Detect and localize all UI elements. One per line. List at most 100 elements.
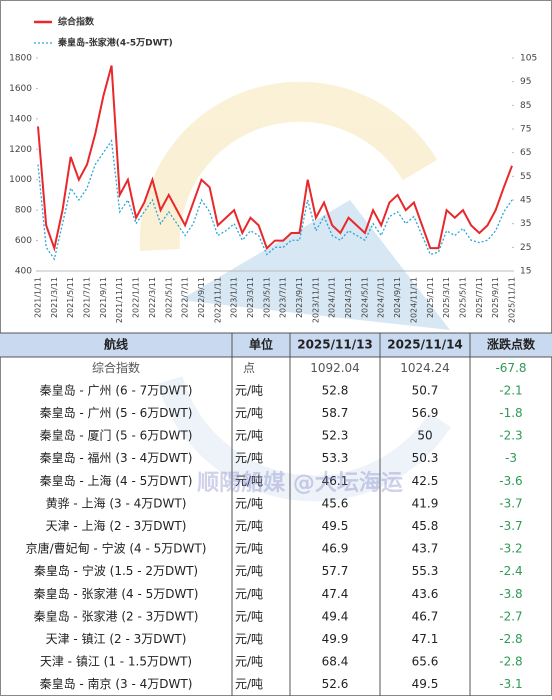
table-cell: 天津 - 镇江 (2 - 3万DWT)	[46, 632, 187, 646]
x-tick-label: 2021/7/11	[83, 277, 92, 318]
table-header: 2025/11/13	[297, 338, 373, 352]
table-cell: 50.7	[412, 383, 439, 397]
table-cell: -3.7	[499, 496, 522, 510]
table-cell: -2.4	[499, 564, 522, 578]
table-cell: 55.3	[412, 564, 439, 578]
x-tick-label: 2022/3/11	[148, 277, 157, 318]
table-cell: 47.4	[322, 587, 349, 601]
x-tick-label: 2022/7/11	[181, 277, 190, 318]
legend-label: 秦皇岛-张家港(4-5万DWT)	[57, 37, 173, 49]
table-cell: 秦皇岛 - 宁波 (1.5 - 2万DWT)	[34, 563, 198, 578]
table-cell: 元/吨	[235, 609, 263, 623]
y-tick-label: 1000	[9, 175, 32, 185]
table-cell: -2.8	[499, 655, 522, 669]
x-tick-label: 2021/1/11	[34, 277, 43, 318]
x-tick-label: 2025/5/11	[458, 277, 467, 318]
table-cell: 秦皇岛 - 广州 (5 - 6万DWT)	[40, 405, 193, 420]
x-tick-label: 2024/11/11	[409, 277, 418, 323]
y-tick-label: 1200	[9, 145, 32, 155]
table-cell: 1092.04	[310, 361, 360, 375]
y2-tick-label: 105	[520, 54, 537, 64]
table-cell: 元/吨	[235, 677, 263, 691]
table-cell: 秦皇岛 - 南京 (3 - 4万DWT)	[40, 676, 193, 691]
x-tick-label: 2023/5/11	[262, 277, 271, 318]
table-cell: 49.9	[322, 632, 349, 646]
table-cell: 49.5	[412, 677, 439, 691]
y2-tick-label: 15	[520, 267, 531, 277]
y2-tick-label: 65	[520, 148, 531, 158]
table-cell: 元/吨	[235, 383, 263, 397]
table-cell: 46.9	[322, 542, 349, 556]
y2-tick-label: 55	[520, 172, 531, 182]
table-cell: 45.6	[322, 496, 349, 510]
y2-tick-label: 25	[520, 243, 531, 253]
table-cell: 元/吨	[235, 406, 263, 420]
x-tick-label: 2025/11/11	[508, 277, 517, 323]
table-cell: 52.8	[322, 383, 349, 397]
table-cell: 京唐/曹妃甸 - 宁波 (4 - 5万DWT)	[26, 541, 207, 556]
x-tick-label: 2022/1/11	[132, 277, 141, 318]
watermark: 顺陽船媒 @大坛海运	[197, 470, 403, 496]
x-tick-label: 2024/5/11	[360, 277, 369, 318]
table-cell: 秦皇岛 - 厦门 (5 - 6万DWT)	[40, 428, 193, 443]
table-cell: -2.8	[499, 632, 522, 646]
x-tick-label: 2022/11/11	[213, 277, 222, 323]
table-cell: 天津 - 镇江 (1 - 1.5万DWT)	[40, 655, 192, 669]
table-header-bg	[0, 333, 552, 357]
x-tick-label: 2023/3/11	[246, 277, 255, 318]
table-cell: 元/吨	[235, 542, 263, 556]
x-tick-label: 2024/7/11	[377, 277, 386, 318]
table-cell: 46.1	[322, 474, 349, 488]
x-tick-label: 2021/9/11	[99, 277, 108, 318]
table-cell: 52.6	[322, 677, 349, 691]
x-tick-label: 2023/1/11	[230, 277, 239, 318]
table-cell: 43.7	[412, 542, 439, 556]
x-tick-label: 2024/9/11	[393, 277, 402, 318]
table-cell: 元/吨	[235, 632, 263, 646]
table-cell: 秦皇岛 - 张家港 (2 - 3万DWT)	[34, 608, 199, 623]
x-tick-label: 2023/9/11	[295, 277, 304, 318]
table-cell: 50	[417, 429, 432, 443]
x-tick-label: 2023/11/11	[311, 277, 320, 323]
y-tick-label: 600	[15, 236, 32, 246]
table-cell: 57.7	[322, 564, 349, 578]
x-tick-label: 2024/1/11	[328, 277, 337, 318]
table-cell: -3.6	[499, 474, 522, 488]
table-cell: 元/吨	[235, 429, 263, 443]
series-line	[37, 65, 513, 252]
table-cell: 1024.24	[400, 361, 450, 375]
table-cell: 43.6	[412, 587, 439, 601]
y2-tick-label: 45	[520, 196, 531, 206]
table-header: 涨跌点数	[487, 337, 536, 352]
table-cell: -3	[505, 451, 517, 465]
table-cell: 秦皇岛 - 上海 (4 - 5万DWT)	[40, 473, 193, 488]
legend-label: 综合指数	[58, 16, 95, 28]
table-cell: -2.7	[499, 609, 522, 623]
y-tick-label: 1400	[9, 114, 32, 124]
x-tick-label: 2025/1/11	[426, 277, 435, 318]
x-tick-label: 2025/3/11	[442, 277, 451, 318]
table-cell: 56.9	[412, 406, 439, 420]
table-header: 单位	[249, 337, 273, 352]
table-cell: -2.1	[499, 383, 522, 397]
x-tick-label: 2025/9/11	[491, 277, 500, 318]
x-tick-label: 2021/5/11	[66, 277, 75, 318]
table-cell: -3.7	[499, 519, 522, 533]
x-tick-label: 2022/5/11	[164, 277, 173, 318]
table-cell: -3.2	[499, 542, 522, 556]
y-tick-label: 400	[15, 267, 32, 277]
series-line	[37, 139, 513, 261]
y2-tick-label: 75	[520, 125, 531, 135]
table-cell: 46.7	[412, 609, 439, 623]
table-cell: 秦皇岛 - 福州 (3 - 4万DWT)	[40, 450, 193, 465]
table-cell: -3.8	[499, 587, 522, 601]
table-cell: 45.8	[412, 519, 439, 533]
table-cell: 49.5	[322, 519, 349, 533]
table-cell: 元/吨	[235, 564, 263, 578]
x-tick-label: 2021/3/11	[50, 277, 59, 318]
x-tick-label: 2025/7/11	[475, 277, 484, 318]
table-cell: 68.4	[322, 655, 349, 669]
table-cell: 元/吨	[235, 496, 263, 510]
table-cell: 黄骅 - 上海 (3 - 4万DWT)	[46, 495, 187, 510]
